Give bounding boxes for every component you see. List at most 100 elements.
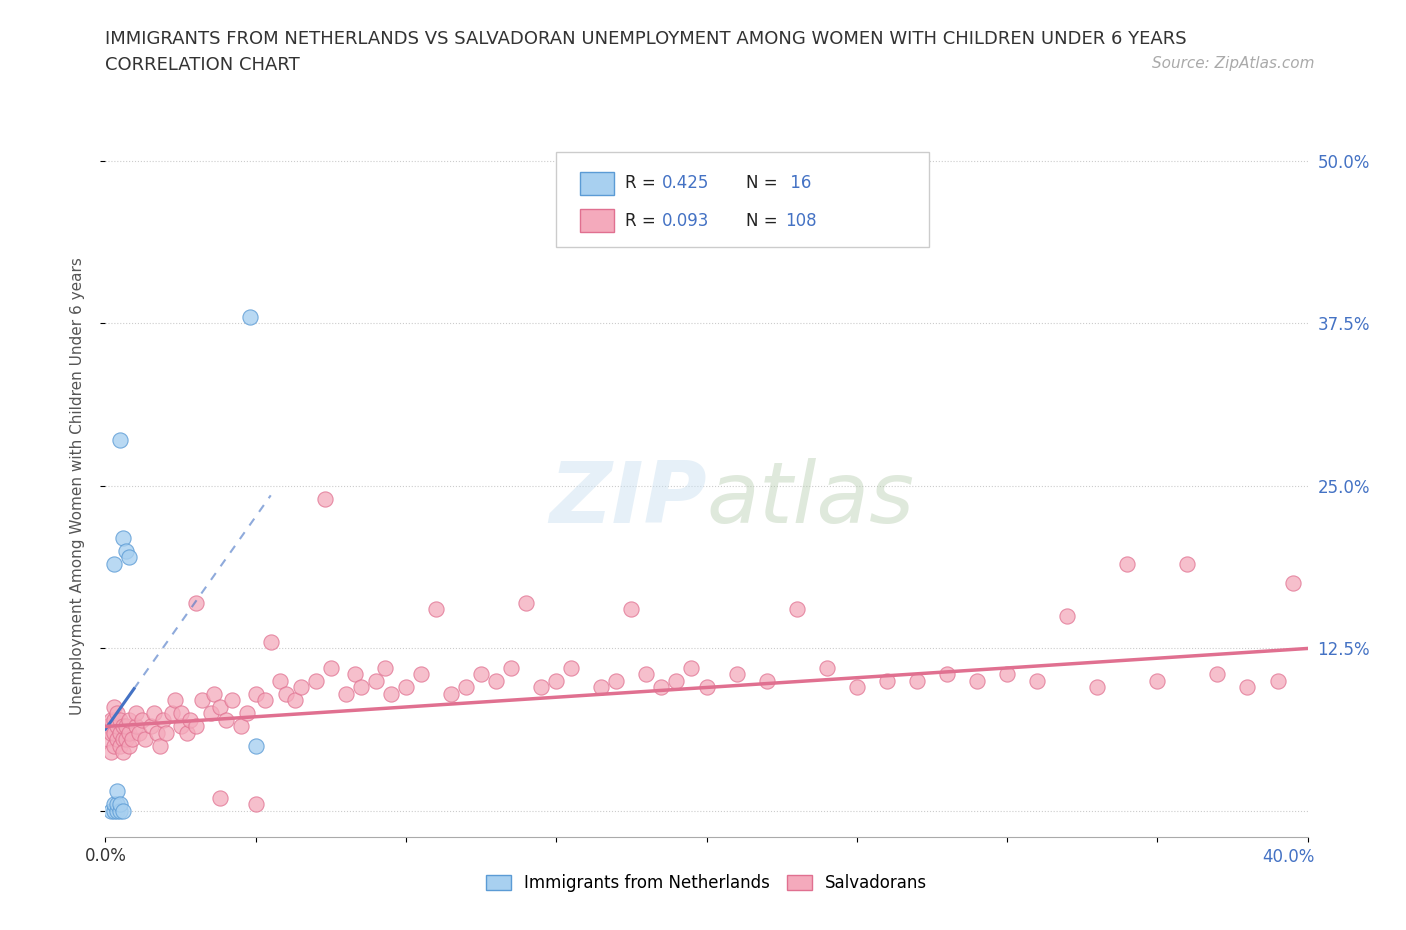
Point xyxy=(112,530,135,545)
Point xyxy=(97,732,120,747)
Point xyxy=(110,433,132,448)
Text: N =: N = xyxy=(747,174,783,193)
Point xyxy=(110,797,132,812)
Point xyxy=(380,686,402,701)
Point xyxy=(245,686,267,701)
Point xyxy=(118,738,141,753)
Point xyxy=(620,602,643,617)
Point xyxy=(155,725,177,740)
Point xyxy=(305,673,328,688)
Point xyxy=(107,719,129,734)
Point xyxy=(235,706,257,721)
Point xyxy=(454,680,477,695)
Point xyxy=(364,673,387,688)
Point xyxy=(148,738,170,753)
Point xyxy=(1146,673,1168,688)
Point xyxy=(110,804,132,818)
Point xyxy=(1026,673,1049,688)
Point xyxy=(515,595,537,610)
Point xyxy=(815,660,838,675)
Point xyxy=(100,725,122,740)
Text: CORRELATION CHART: CORRELATION CHART xyxy=(105,56,301,73)
Point xyxy=(107,797,129,812)
Point xyxy=(121,732,143,747)
Point xyxy=(107,732,129,747)
Point xyxy=(845,680,868,695)
Point xyxy=(290,680,312,695)
Legend: Immigrants from Netherlands, Salvadorans: Immigrants from Netherlands, Salvadorans xyxy=(479,868,934,899)
Point xyxy=(208,699,231,714)
Point xyxy=(184,595,207,610)
Point xyxy=(936,667,959,682)
Point xyxy=(636,667,658,682)
Text: 40.0%: 40.0% xyxy=(1263,848,1315,866)
Point xyxy=(115,732,138,747)
Point xyxy=(118,550,141,565)
Point xyxy=(755,673,778,688)
Point xyxy=(314,491,336,506)
FancyBboxPatch shape xyxy=(581,209,614,232)
Point xyxy=(118,712,141,727)
Point xyxy=(560,660,582,675)
Point xyxy=(103,725,125,740)
Point xyxy=(681,660,703,675)
Point xyxy=(1085,680,1108,695)
Point xyxy=(169,719,191,734)
Text: atlas: atlas xyxy=(707,458,914,541)
Point xyxy=(530,680,553,695)
Point xyxy=(139,719,162,734)
Point xyxy=(650,680,672,695)
Point xyxy=(245,797,267,812)
Point xyxy=(131,712,153,727)
Point xyxy=(169,706,191,721)
Text: IMMIGRANTS FROM NETHERLANDS VS SALVADORAN UNEMPLOYMENT AMONG WOMEN WITH CHILDREN: IMMIGRANTS FROM NETHERLANDS VS SALVADORA… xyxy=(105,30,1187,47)
Point xyxy=(107,706,129,721)
Point xyxy=(184,719,207,734)
Point xyxy=(395,680,418,695)
Point xyxy=(103,712,125,727)
Point xyxy=(103,699,125,714)
Point xyxy=(107,784,129,799)
Point xyxy=(112,804,135,818)
Point xyxy=(110,712,132,727)
Point xyxy=(1236,680,1258,695)
Point xyxy=(190,693,212,708)
Point xyxy=(905,673,928,688)
Point xyxy=(995,667,1018,682)
Point xyxy=(160,706,183,721)
Point xyxy=(112,732,135,747)
Text: 0.425: 0.425 xyxy=(662,174,710,193)
Point xyxy=(239,310,262,325)
Point xyxy=(179,712,201,727)
Point xyxy=(124,706,146,721)
Point xyxy=(1116,556,1139,571)
Point xyxy=(142,706,165,721)
Point xyxy=(1206,667,1229,682)
Text: ZIP: ZIP xyxy=(548,458,707,541)
Point xyxy=(253,693,276,708)
Point xyxy=(1267,673,1289,688)
Point xyxy=(110,725,132,740)
Point xyxy=(245,738,267,753)
Point xyxy=(470,667,492,682)
Point xyxy=(214,712,236,727)
Point xyxy=(350,680,373,695)
Point xyxy=(107,804,129,818)
Point xyxy=(546,673,568,688)
Point xyxy=(725,667,748,682)
Point xyxy=(665,673,688,688)
Point xyxy=(591,680,613,695)
Point xyxy=(409,667,432,682)
Point xyxy=(343,667,366,682)
Point xyxy=(110,738,132,753)
Point xyxy=(152,712,174,727)
Point xyxy=(284,693,307,708)
Point xyxy=(145,725,167,740)
Point xyxy=(115,543,138,558)
Point xyxy=(1175,556,1198,571)
Point xyxy=(100,804,122,818)
Point xyxy=(103,797,125,812)
Point xyxy=(100,712,122,727)
Text: 16: 16 xyxy=(785,174,811,193)
Point xyxy=(229,719,252,734)
